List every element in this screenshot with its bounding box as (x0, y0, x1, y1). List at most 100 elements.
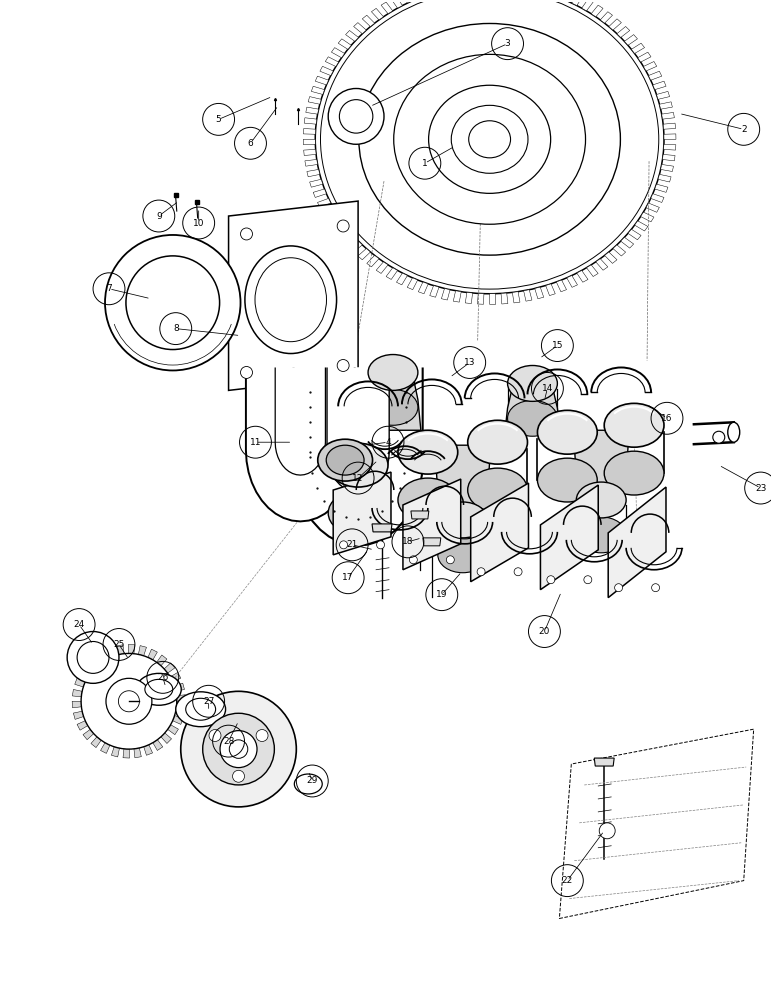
Ellipse shape (327, 445, 364, 475)
Polygon shape (164, 663, 175, 673)
Polygon shape (105, 647, 114, 658)
Polygon shape (608, 487, 666, 598)
Circle shape (229, 740, 248, 758)
Polygon shape (83, 729, 93, 740)
Circle shape (209, 730, 221, 741)
Polygon shape (621, 237, 634, 248)
Polygon shape (407, 278, 418, 290)
Text: 21: 21 (347, 540, 357, 549)
Polygon shape (328, 217, 341, 226)
Circle shape (547, 576, 555, 584)
Polygon shape (582, 0, 593, 11)
Ellipse shape (294, 774, 322, 794)
Polygon shape (327, 367, 389, 492)
Text: 2: 2 (741, 125, 747, 134)
Ellipse shape (315, 0, 664, 294)
Polygon shape (641, 212, 654, 222)
Polygon shape (342, 233, 355, 244)
Polygon shape (320, 66, 334, 76)
Polygon shape (77, 721, 88, 730)
Polygon shape (334, 472, 391, 555)
Polygon shape (594, 758, 615, 766)
Circle shape (340, 100, 373, 133)
Polygon shape (651, 194, 664, 202)
Polygon shape (305, 159, 317, 166)
Ellipse shape (245, 246, 337, 354)
Text: 29: 29 (306, 776, 318, 785)
Ellipse shape (577, 482, 626, 518)
Ellipse shape (537, 410, 598, 454)
Polygon shape (100, 743, 110, 753)
Polygon shape (662, 154, 675, 161)
Polygon shape (176, 706, 185, 713)
Text: 11: 11 (249, 438, 261, 447)
Polygon shape (567, 276, 577, 287)
Circle shape (377, 541, 384, 549)
Circle shape (81, 653, 177, 749)
Polygon shape (275, 367, 326, 475)
Text: 10: 10 (193, 219, 205, 228)
Polygon shape (477, 293, 484, 304)
Ellipse shape (728, 422, 740, 442)
Ellipse shape (176, 692, 225, 727)
Polygon shape (311, 86, 324, 94)
Circle shape (409, 556, 418, 564)
Ellipse shape (145, 679, 173, 699)
Polygon shape (303, 139, 315, 145)
Polygon shape (161, 733, 171, 743)
Polygon shape (648, 71, 662, 80)
Ellipse shape (438, 502, 488, 538)
Polygon shape (80, 668, 90, 678)
Polygon shape (523, 290, 532, 301)
Polygon shape (659, 102, 672, 109)
Polygon shape (73, 711, 83, 719)
Text: 27: 27 (203, 697, 215, 706)
Polygon shape (372, 524, 392, 532)
Polygon shape (229, 201, 358, 390)
Polygon shape (635, 221, 648, 231)
Text: 4: 4 (385, 438, 391, 447)
Text: 6: 6 (248, 139, 253, 148)
Polygon shape (423, 538, 441, 546)
Polygon shape (653, 81, 666, 90)
Polygon shape (591, 5, 603, 17)
Polygon shape (73, 689, 82, 697)
Polygon shape (144, 745, 153, 755)
Ellipse shape (320, 0, 659, 289)
Polygon shape (386, 268, 398, 279)
Ellipse shape (368, 389, 418, 425)
Polygon shape (128, 644, 135, 654)
Circle shape (256, 730, 268, 741)
Polygon shape (75, 678, 85, 687)
Polygon shape (335, 225, 348, 235)
Polygon shape (577, 270, 588, 282)
Polygon shape (310, 179, 323, 187)
Circle shape (446, 556, 454, 564)
Ellipse shape (318, 439, 373, 481)
Polygon shape (354, 23, 367, 34)
Text: 16: 16 (662, 414, 672, 423)
Polygon shape (656, 91, 669, 99)
Circle shape (599, 823, 615, 839)
Ellipse shape (398, 478, 458, 522)
Polygon shape (489, 294, 496, 304)
Polygon shape (557, 280, 567, 292)
Polygon shape (123, 749, 130, 758)
Polygon shape (325, 57, 339, 66)
Polygon shape (513, 292, 520, 303)
Text: 23: 23 (755, 484, 767, 493)
Polygon shape (358, 249, 371, 260)
Polygon shape (138, 646, 147, 656)
Polygon shape (72, 701, 81, 708)
Polygon shape (117, 645, 124, 655)
Polygon shape (501, 293, 508, 304)
Polygon shape (307, 169, 320, 177)
Polygon shape (658, 174, 671, 182)
Polygon shape (331, 48, 344, 58)
Ellipse shape (328, 491, 388, 535)
Polygon shape (303, 129, 316, 134)
Ellipse shape (398, 430, 458, 474)
Polygon shape (403, 479, 461, 570)
Polygon shape (661, 164, 673, 171)
Ellipse shape (507, 365, 557, 401)
